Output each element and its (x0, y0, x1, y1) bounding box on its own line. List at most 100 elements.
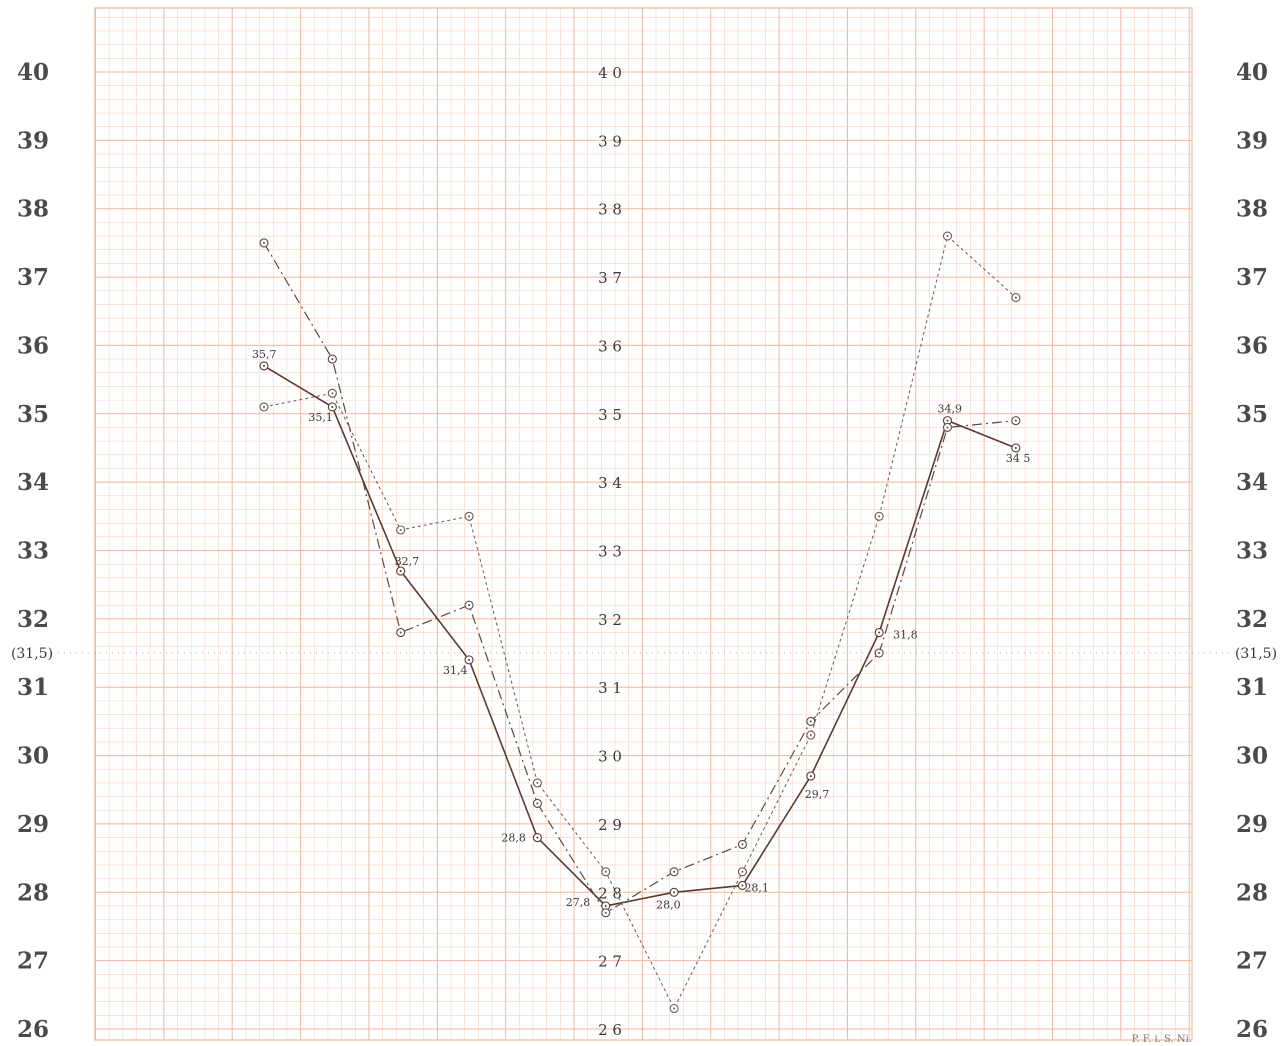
y-tick-right: 39 (1236, 127, 1268, 154)
y-tick-right: 32 (1236, 606, 1268, 633)
data-point-center (331, 405, 334, 408)
data-point-center (536, 781, 539, 784)
y-tick-left: 37 (17, 264, 49, 291)
y-tick-left: 31 (17, 674, 49, 701)
data-point-center (946, 235, 949, 238)
y-tick-right: 29 (1236, 811, 1268, 838)
y-tick-left: 38 (17, 196, 49, 223)
graph-paper-grid (94, 7, 1193, 1041)
y-tick-left: 34 (17, 469, 49, 496)
data-label: 32,7 (395, 555, 420, 568)
data-points (259, 231, 1021, 1014)
data-point-center (946, 426, 949, 429)
y-tick-center: 2 6 (598, 1021, 622, 1039)
data-point-center (468, 604, 471, 607)
y-tick-center: 3 6 (598, 337, 622, 355)
y-tick-right: 34 (1236, 469, 1268, 496)
data-point-center (331, 358, 334, 361)
y-tick-center: 2 9 (598, 816, 622, 834)
data-point-center (263, 364, 265, 367)
data-point-center (673, 1007, 676, 1010)
data-point-center (604, 904, 607, 907)
data-point-center (878, 631, 881, 634)
series-line-solid (263, 365, 1017, 907)
data-label: 28,8 (501, 832, 526, 845)
data-point-center (878, 515, 881, 518)
data-point-center (1014, 296, 1017, 299)
data-point-center (263, 241, 265, 244)
data-point-center (536, 802, 539, 805)
data-point-center (263, 405, 265, 408)
data-point-center (1014, 446, 1017, 449)
y-tick-left: 27 (17, 948, 49, 975)
y-tick-center: 3 9 (598, 132, 622, 150)
y-tick-center: 3 1 (598, 679, 622, 697)
data-point-center (809, 734, 812, 737)
data-point-center (878, 652, 881, 655)
data-point-center (673, 891, 676, 894)
data-point-center (741, 884, 744, 887)
y-tick-left: 40 (17, 59, 49, 86)
y-tick-left: 33 (17, 538, 49, 565)
data-label: 31,4 (443, 664, 468, 677)
y-tick-left: 39 (17, 127, 49, 154)
signature: P. F. i. S. Ni. (1132, 1034, 1192, 1045)
y-tick-right: 36 (1236, 332, 1268, 359)
series-line-dashdot (263, 242, 1016, 914)
data-label: 28,0 (656, 898, 681, 911)
data-label: 28,1 (744, 881, 769, 894)
y-tick-right: 40 (1236, 59, 1268, 86)
data-label: 27,8 (566, 896, 591, 909)
y-tick-center: 2 8 (598, 884, 622, 902)
data-label: 35,1 (308, 411, 333, 424)
data-point-center (946, 419, 949, 422)
data-label: 31,8 (893, 629, 918, 642)
data-point-center (331, 392, 334, 395)
y-tick-right: 35 (1236, 401, 1268, 428)
y-tick-right: 37 (1236, 264, 1268, 291)
data-point-center (741, 870, 744, 873)
data-point-center (468, 515, 471, 518)
y-tick-left: 29 (17, 811, 49, 838)
y-tick-left: 26 (17, 1016, 49, 1043)
reference-label-left: (31,5) (11, 646, 53, 662)
plot-frame (94, 7, 1193, 1041)
series-line-dotted (263, 235, 1017, 1010)
data-point-center (399, 570, 402, 573)
axis-tick-labels: 26 2 6 26 27 2 7 27 28 2 8 28 29 2 9 29 30 3 0 30 31 3 1… (17, 59, 1268, 1043)
series-lines (263, 235, 1017, 1010)
data-point-center (468, 658, 471, 661)
y-tick-right: 28 (1236, 879, 1268, 906)
y-tick-right: 30 (1236, 743, 1268, 770)
y-tick-left: 35 (17, 401, 49, 428)
data-label: 29,7 (805, 788, 830, 801)
data-point-center (741, 843, 744, 846)
y-tick-center: 3 2 (598, 611, 622, 629)
y-tick-center: 3 0 (598, 748, 622, 766)
y-tick-right: 38 (1236, 196, 1268, 223)
data-label: 35,7 (252, 348, 277, 361)
y-tick-right: 27 (1236, 948, 1268, 975)
data-point-center (604, 870, 607, 873)
y-tick-left: 30 (17, 743, 49, 770)
y-tick-left: 36 (17, 332, 49, 359)
data-point-center (604, 911, 607, 914)
y-tick-center: 3 7 (598, 269, 622, 287)
y-tick-center: 3 3 (598, 543, 622, 561)
y-tick-center: 2 7 (598, 953, 622, 971)
y-tick-right: 31 (1236, 674, 1268, 701)
data-labels: 35,7 35,1 32,7 31,4 28,8 27,8 28,0 28,1 29,7 31,8… (252, 348, 1030, 911)
y-tick-center: 3 5 (598, 406, 622, 424)
data-point-center (673, 870, 676, 873)
data-point-center (399, 631, 402, 634)
y-tick-left: 32 (17, 606, 49, 633)
data-point-center (809, 720, 812, 723)
y-tick-right: 33 (1236, 538, 1268, 565)
y-tick-right: 26 (1236, 1016, 1268, 1043)
y-tick-left: 28 (17, 879, 49, 906)
reference-label-right: (31,5) (1235, 646, 1277, 662)
data-point-center (809, 775, 812, 778)
data-label: 34,9 (938, 403, 963, 416)
data-point-center (536, 836, 539, 839)
